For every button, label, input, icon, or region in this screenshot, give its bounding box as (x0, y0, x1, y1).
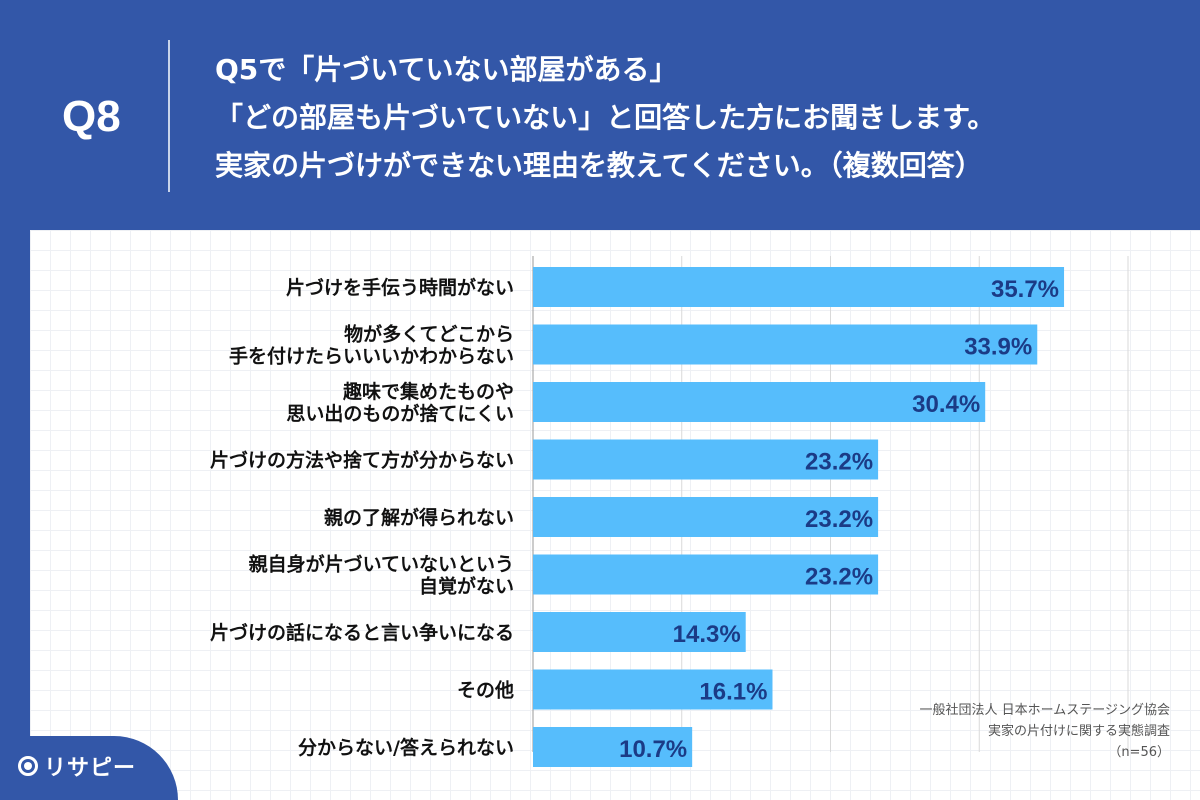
source-line-2: 実家の片付けに関する実態調査 (987, 724, 1170, 739)
data-label: 14.3% (673, 621, 741, 648)
bar (533, 497, 879, 537)
category-label: 手を付けたらいいいかわからない (229, 345, 514, 368)
brand-logo: リサピー (0, 736, 178, 800)
source-note: 一般社団法人 日本ホームステージング協会 実家の片付けに関する実態調査 （n=5… (810, 700, 1170, 763)
bar (533, 267, 1065, 307)
data-label: 35.7% (991, 276, 1059, 303)
source-line-1: 一般社団法人 日本ホームステージング協会 (919, 703, 1170, 718)
category-label: 思い出のものが捨てにくい (286, 402, 514, 425)
bar (533, 439, 879, 480)
category-label: 親自身が片づいていないという (249, 553, 514, 576)
data-label: 10.7% (619, 736, 687, 763)
data-label: 23.2% (805, 564, 873, 591)
logo-mark-icon (18, 756, 38, 776)
bar (533, 554, 879, 595)
data-label: 30.4% (912, 391, 980, 418)
data-label: 33.9% (964, 334, 1032, 361)
category-label: 片づけの方法や捨て方が分からない (210, 449, 514, 472)
category-label: 片づけの話になると言い争いになる (210, 621, 514, 644)
question-line-2: 「どの部屋も片づいていない」と回答した方にお聞きします。 (215, 101, 996, 134)
source-line-3: （n=56） (1108, 745, 1170, 760)
category-label: 分からない/答えられない (298, 736, 514, 759)
bar (533, 727, 693, 767)
header-divider (168, 40, 170, 192)
category-label: 物が多くてどこから (344, 323, 514, 346)
question-number: Q8 (62, 92, 121, 141)
data-label: 16.1% (699, 679, 767, 706)
category-label: 片づけを手伝う時間がない (286, 276, 514, 299)
category-label: 自覚がない (419, 575, 514, 598)
category-label: その他 (457, 679, 514, 702)
category-label: 趣味で集めたものや (342, 380, 514, 403)
question-line-3: 実家の片づけができない理由を教えてください。（複数回答） (215, 149, 983, 182)
bar (533, 382, 986, 422)
category-label: 親の了解が得られない (324, 506, 514, 529)
header: Q8 Q5で「片づいていない部屋がある」 「どの部屋も片づいていない」と回答した… (0, 0, 1200, 230)
question-line-1: Q5で「片づいていない部屋がある」 (215, 53, 678, 86)
bar (533, 669, 773, 710)
bar (533, 324, 1038, 365)
data-label: 23.2% (805, 449, 873, 476)
question-text: Q5で「片づいていない部屋がある」 「どの部屋も片づいていない」と回答した方にお… (215, 46, 1175, 190)
logo-text: リサピー (44, 756, 137, 781)
bar (533, 612, 746, 652)
data-label: 23.2% (805, 506, 873, 533)
